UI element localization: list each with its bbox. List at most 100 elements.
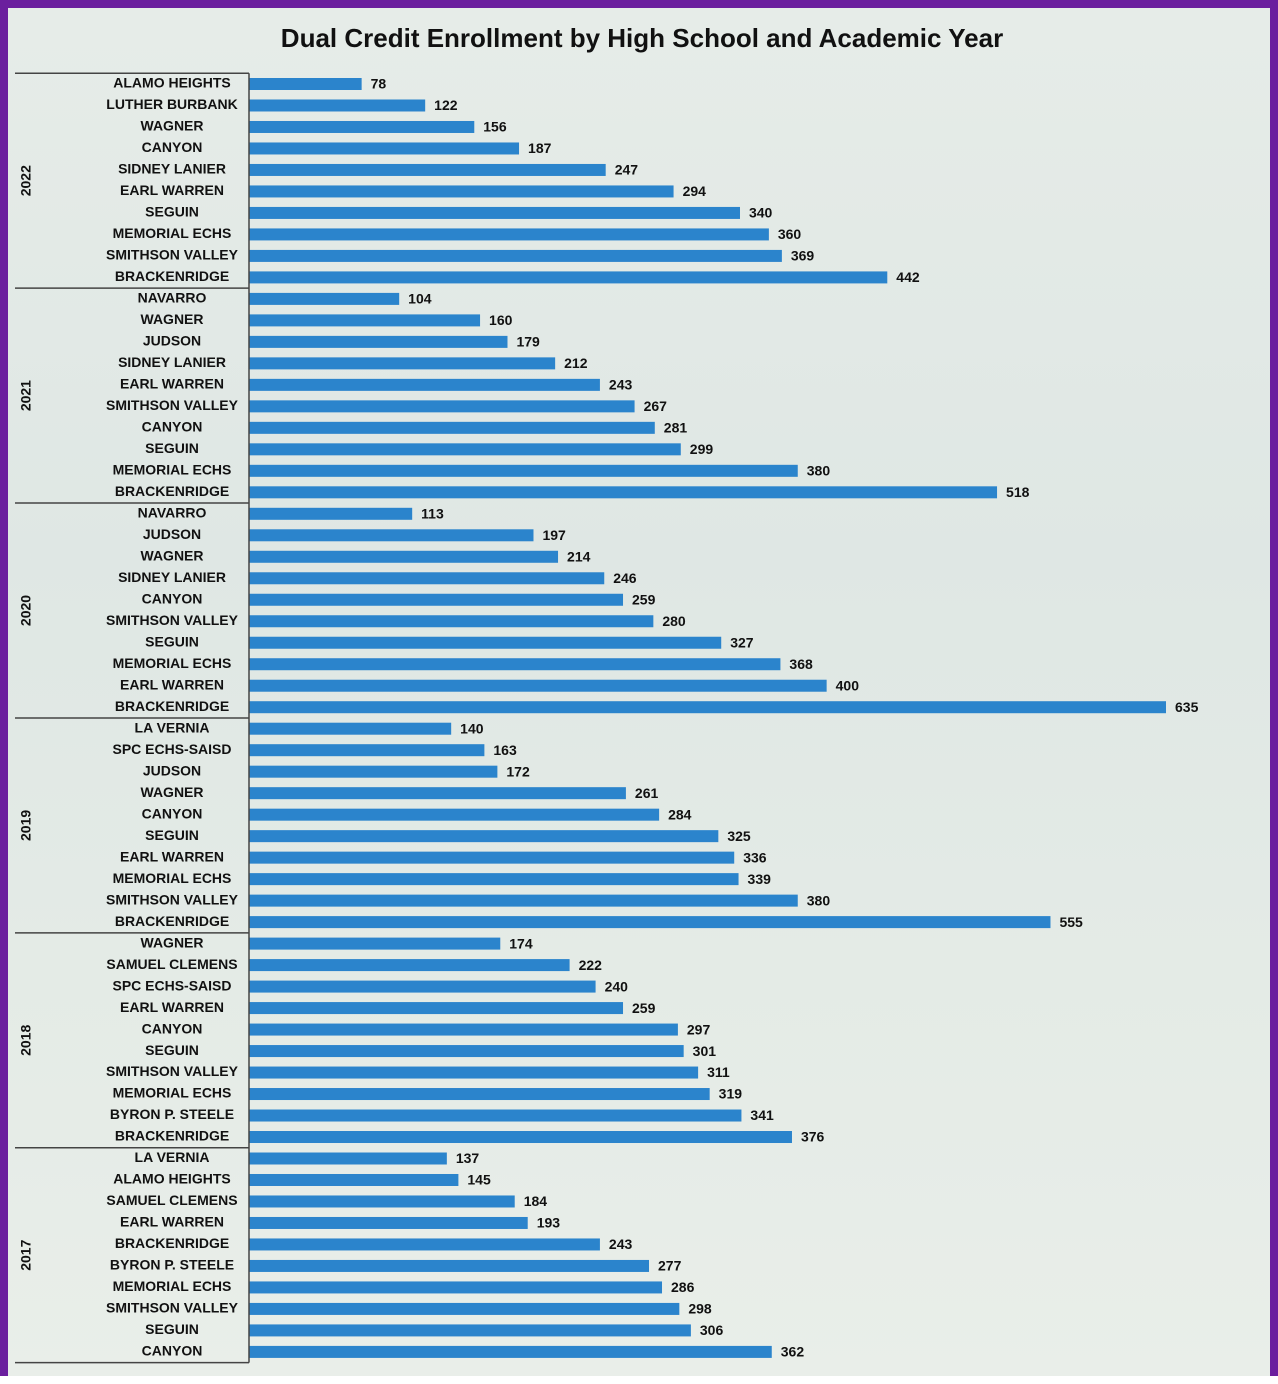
group-label: 2019 <box>18 810 34 841</box>
category-label: EARL WARREN <box>120 182 224 198</box>
category-label: EARL WARREN <box>120 376 224 392</box>
bar <box>249 357 555 369</box>
category-label: SEGUIN <box>145 1042 199 1058</box>
value-label: 306 <box>700 1322 724 1338</box>
category-label: SEGUIN <box>145 827 199 843</box>
bar <box>249 744 484 756</box>
value-label: 380 <box>807 463 831 479</box>
category-label: NAVARRO <box>138 290 207 306</box>
value-label: 341 <box>750 1107 774 1123</box>
value-label: 240 <box>605 978 629 994</box>
category-label: SPC ECHS-SAISD <box>112 741 231 757</box>
value-label: 156 <box>483 119 507 135</box>
category-label: BRACKENRIDGE <box>115 1235 229 1251</box>
bar <box>249 830 718 842</box>
value-label: 280 <box>662 613 686 629</box>
bar <box>249 1088 710 1100</box>
bar <box>249 228 769 240</box>
bar <box>249 1346 772 1358</box>
category-label: BRACKENRIDGE <box>115 913 229 929</box>
bar <box>249 1045 684 1057</box>
value-label: 555 <box>1059 914 1083 930</box>
value-label: 113 <box>421 506 444 522</box>
value-label: 243 <box>609 1236 633 1252</box>
category-label: SMITHSON VALLEY <box>106 247 239 263</box>
category-label: BRACKENRIDGE <box>115 1128 229 1144</box>
bar <box>249 271 887 283</box>
category-label: SMITHSON VALLEY <box>106 891 239 907</box>
category-label: WAGNER <box>141 784 204 800</box>
bar <box>249 1260 649 1272</box>
value-label: 193 <box>537 1215 561 1231</box>
bar <box>249 1195 515 1207</box>
category-label: SAMUEL CLEMENS <box>106 956 237 972</box>
bar <box>249 852 734 864</box>
value-label: 376 <box>801 1129 825 1145</box>
category-label: JUDSON <box>143 762 201 778</box>
value-label: 294 <box>683 183 707 199</box>
category-label: BYRON P. STEELE <box>110 1106 234 1122</box>
value-label: 380 <box>807 892 831 908</box>
bar <box>249 916 1050 928</box>
category-label: ALAMO HEIGHTS <box>113 1171 230 1187</box>
category-label: SEGUIN <box>145 1321 199 1337</box>
value-label: 311 <box>707 1064 730 1080</box>
category-label: SMITHSON VALLEY <box>106 397 239 413</box>
bar <box>249 336 507 348</box>
value-label: 184 <box>524 1193 548 1209</box>
category-label: SMITHSON VALLEY <box>106 1300 239 1316</box>
bar <box>249 1153 447 1165</box>
bar <box>249 572 604 584</box>
bar <box>249 551 558 563</box>
category-label: LA VERNIA <box>135 1149 210 1165</box>
bar <box>249 1174 458 1186</box>
bar <box>249 1217 528 1229</box>
value-label: 327 <box>730 634 754 650</box>
value-label: 187 <box>528 140 552 156</box>
category-label: SAMUEL CLEMENS <box>106 1192 237 1208</box>
category-label: JUDSON <box>143 333 201 349</box>
value-label: 518 <box>1006 484 1030 500</box>
bar <box>249 809 659 821</box>
group-label: 2022 <box>18 165 34 196</box>
value-label: 299 <box>690 441 714 457</box>
category-label: WAGNER <box>141 311 204 327</box>
category-label: EARL WARREN <box>120 848 224 864</box>
value-label: 297 <box>687 1021 711 1037</box>
group-label: 2020 <box>18 595 34 626</box>
value-label: 635 <box>1175 699 1199 715</box>
category-label: JUDSON <box>143 526 201 542</box>
value-label: 362 <box>781 1344 805 1360</box>
bar <box>249 314 480 326</box>
value-label: 172 <box>506 763 530 779</box>
value-label: 160 <box>489 312 513 328</box>
value-label: 368 <box>789 656 813 672</box>
bar <box>249 121 474 133</box>
bar <box>249 379 600 391</box>
bar <box>249 658 780 670</box>
value-label: 259 <box>632 591 656 607</box>
bar <box>249 938 500 950</box>
value-label: 247 <box>615 162 639 178</box>
bar <box>249 787 626 799</box>
category-label: WAGNER <box>141 934 204 950</box>
group-label: 2017 <box>18 1239 34 1270</box>
bar <box>249 637 721 649</box>
category-label: SEGUIN <box>145 440 199 456</box>
value-label: 243 <box>609 377 633 393</box>
category-label: ALAMO HEIGHTS <box>113 75 230 91</box>
category-label: SIDNEY LANIER <box>118 161 226 177</box>
bar <box>249 207 740 219</box>
bar <box>249 873 739 885</box>
value-label: 281 <box>664 420 688 436</box>
bar <box>249 443 681 455</box>
bar <box>249 250 782 262</box>
bar <box>249 1110 741 1122</box>
value-label: 339 <box>748 871 772 887</box>
category-label: SIDNEY LANIER <box>118 354 226 370</box>
bar <box>249 78 362 90</box>
bar <box>249 400 635 412</box>
category-label: CANYON <box>142 139 203 155</box>
category-label: LA VERNIA <box>135 719 210 735</box>
chart: Dual Credit Enrollment by High School an… <box>8 8 1270 1384</box>
